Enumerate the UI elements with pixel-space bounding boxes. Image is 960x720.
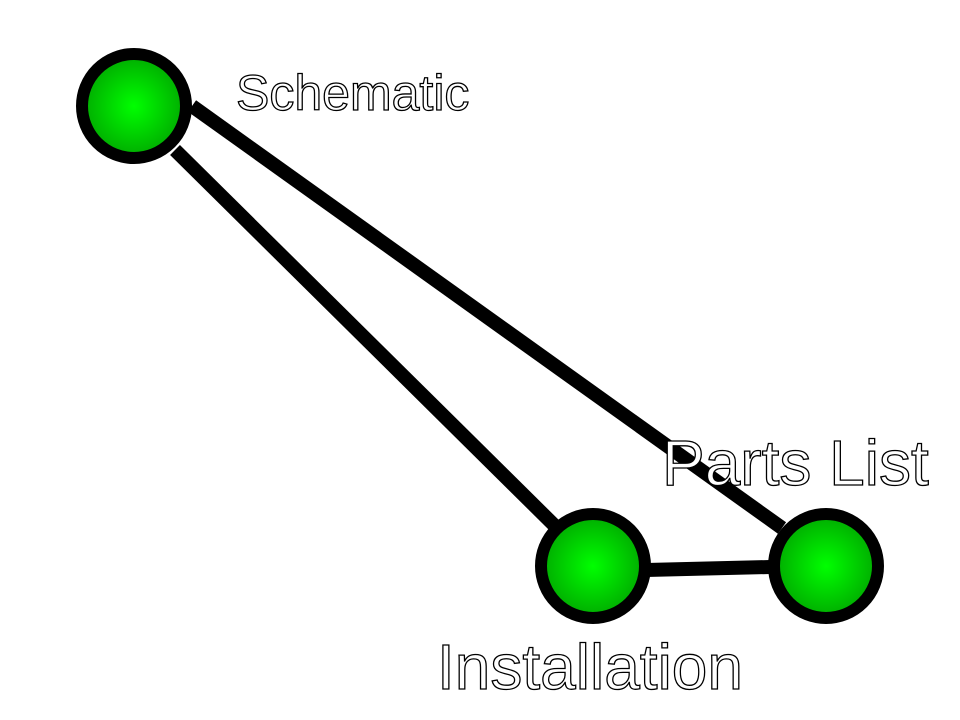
edge-schematic-parts-list bbox=[187, 100, 787, 534]
node-label-schematic: Schematic bbox=[236, 65, 469, 121]
node-schematic[interactable] bbox=[76, 48, 192, 164]
node-parts-list[interactable] bbox=[768, 508, 884, 624]
edge-schematic-installation bbox=[170, 145, 561, 532]
node-label-installation: Installation bbox=[437, 631, 743, 703]
edge-installation-parts-list bbox=[645, 560, 771, 577]
node-label-parts-list: Parts List bbox=[662, 427, 929, 499]
node-installation[interactable] bbox=[535, 508, 651, 624]
